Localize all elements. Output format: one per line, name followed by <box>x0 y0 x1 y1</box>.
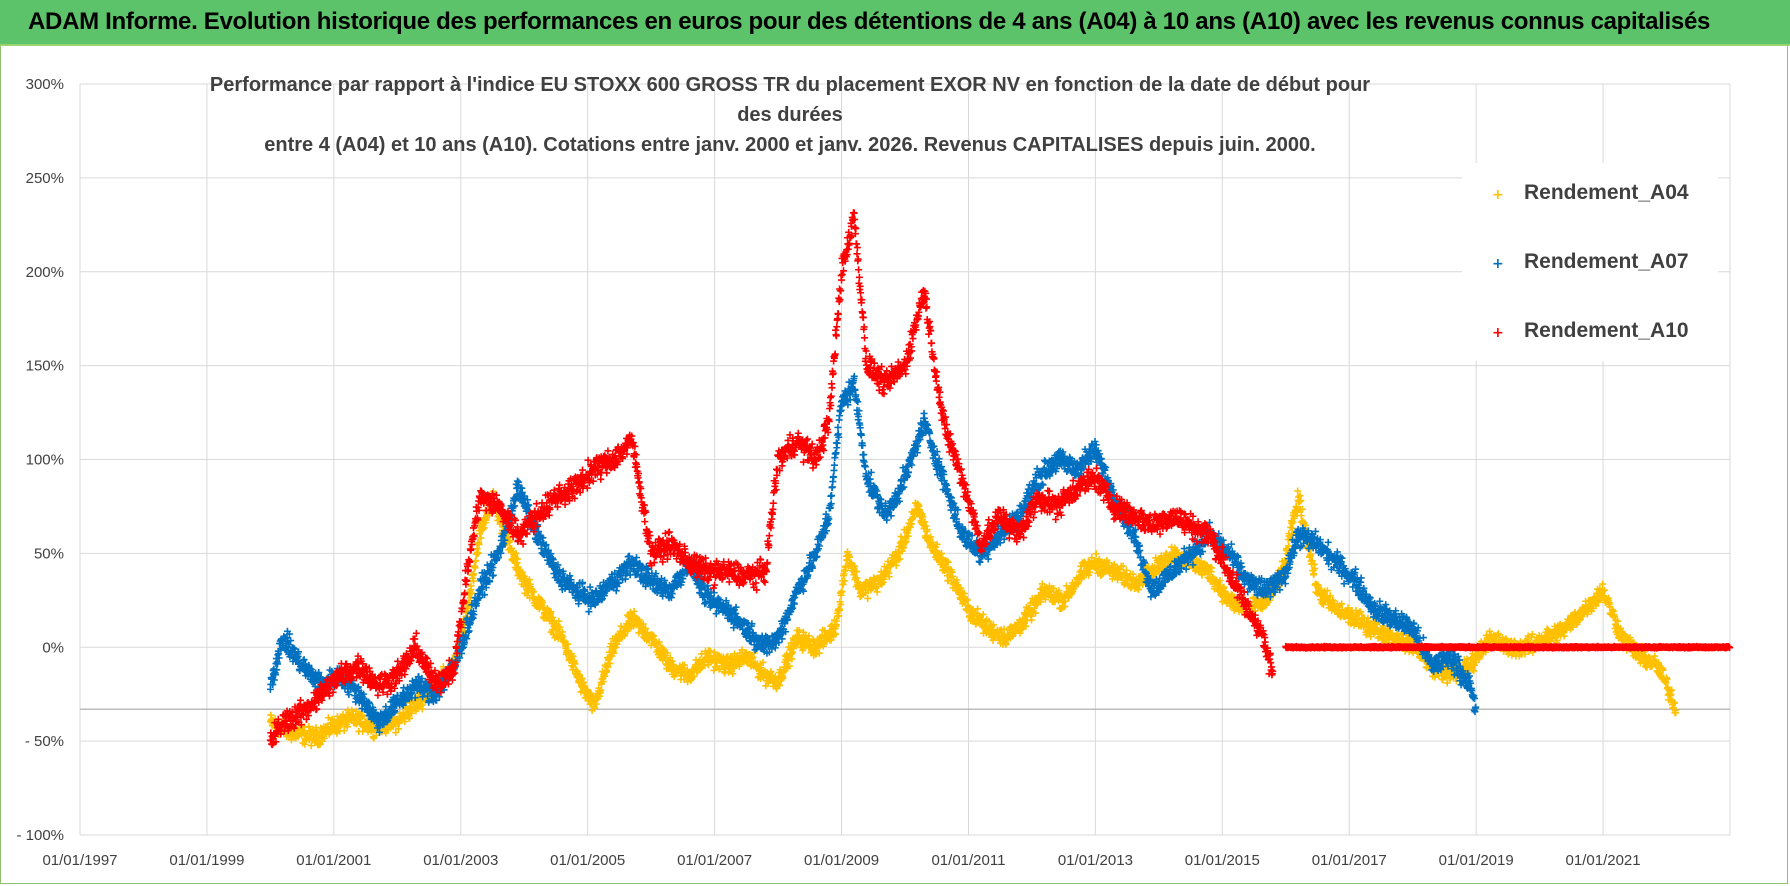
point-a04 <box>467 582 475 590</box>
point-a04 <box>330 717 338 725</box>
point-a04 <box>358 711 366 719</box>
point-a04 <box>571 660 579 668</box>
point-a04 <box>838 587 846 595</box>
x-tick-label: 01/01/2017 <box>1312 852 1387 869</box>
point-a04 <box>642 624 650 632</box>
x-tick-label: 01/01/2019 <box>1439 852 1514 869</box>
page-title: ADAM Informe. Evolution historique des p… <box>28 8 1711 35</box>
point-a04 <box>512 549 520 557</box>
point-a04 <box>469 577 477 585</box>
point-a04 <box>470 570 478 578</box>
x-tick-label: 01/01/2013 <box>1058 852 1133 869</box>
y-tick-label: 300% <box>26 76 64 93</box>
point-a04 <box>480 524 488 532</box>
point-a04 <box>392 729 400 737</box>
point-a04 <box>564 640 572 648</box>
y-tick-label: - 100% <box>16 827 64 844</box>
point-a04 <box>549 630 557 638</box>
x-tick-label: 01/01/2009 <box>804 852 879 869</box>
point-a04 <box>471 564 479 572</box>
point-a04 <box>530 588 538 596</box>
x-tick-label: 01/01/1999 <box>169 852 244 869</box>
point-a04 <box>587 689 595 697</box>
point-a04 <box>476 530 484 538</box>
point-a04 <box>474 549 482 557</box>
point-a04 <box>472 557 480 565</box>
x-tick-label: 01/01/1997 <box>42 852 117 869</box>
point-a04 <box>348 706 356 714</box>
point-a04 <box>320 734 328 742</box>
y-tick-label: 50% <box>34 545 64 562</box>
point-a04 <box>591 704 599 712</box>
x-tick-label: 01/01/2015 <box>1185 852 1260 869</box>
point-a04 <box>569 652 577 660</box>
point-a04 <box>839 580 847 588</box>
point-a04 <box>305 723 313 731</box>
point-a04 <box>324 714 332 722</box>
x-tick-label: 01/01/2005 <box>550 852 625 869</box>
axis-layer: - 100% - 50% 0% 50% 100% 150% 200% 250% 300% 01/0… <box>16 76 1640 869</box>
point-a04 <box>477 534 485 542</box>
y-tick-label: 100% <box>26 452 64 469</box>
point-a04 <box>1028 616 1036 624</box>
point-a04 <box>597 686 605 694</box>
x-tick-label: 01/01/2011 <box>931 852 1005 869</box>
point-a04 <box>556 623 564 631</box>
y-tick-label: - 50% <box>25 733 64 750</box>
y-tick-label: 0% <box>42 639 64 656</box>
point-a04 <box>479 525 487 533</box>
y-tick-label: 250% <box>26 170 64 187</box>
scatter-chart: - 100% - 50% 0% 50% 100% 150% 200% 250% 300% 01/0… <box>16 76 1734 869</box>
x-tick-label: 01/01/2001 <box>296 852 371 869</box>
x-tick-label: 01/01/2003 <box>423 852 498 869</box>
point-a04 <box>467 589 475 597</box>
point-a04 <box>513 555 521 563</box>
point-a04 <box>333 712 341 720</box>
point-a04 <box>639 620 647 628</box>
grid-layer <box>79 83 1731 836</box>
point-a04 <box>340 727 348 735</box>
point-a04 <box>555 617 563 625</box>
point-a04 <box>1297 512 1305 520</box>
x-tick-label: 01/01/2007 <box>677 852 752 869</box>
point-a04 <box>606 659 614 667</box>
point-a04 <box>627 608 635 616</box>
point-a04 <box>475 540 483 548</box>
x-tick-label: 01/01/2021 <box>1566 852 1641 869</box>
point-a04 <box>873 588 881 596</box>
point-a04 <box>592 700 600 708</box>
header-banner: ADAM Informe. Evolution historique des p… <box>0 0 1790 46</box>
y-tick-label: 150% <box>26 358 64 375</box>
point-a04 <box>604 663 612 671</box>
y-tick-label: 200% <box>26 264 64 281</box>
points-layer <box>266 209 1734 750</box>
point-a04 <box>419 701 427 709</box>
point-a04 <box>578 675 586 683</box>
